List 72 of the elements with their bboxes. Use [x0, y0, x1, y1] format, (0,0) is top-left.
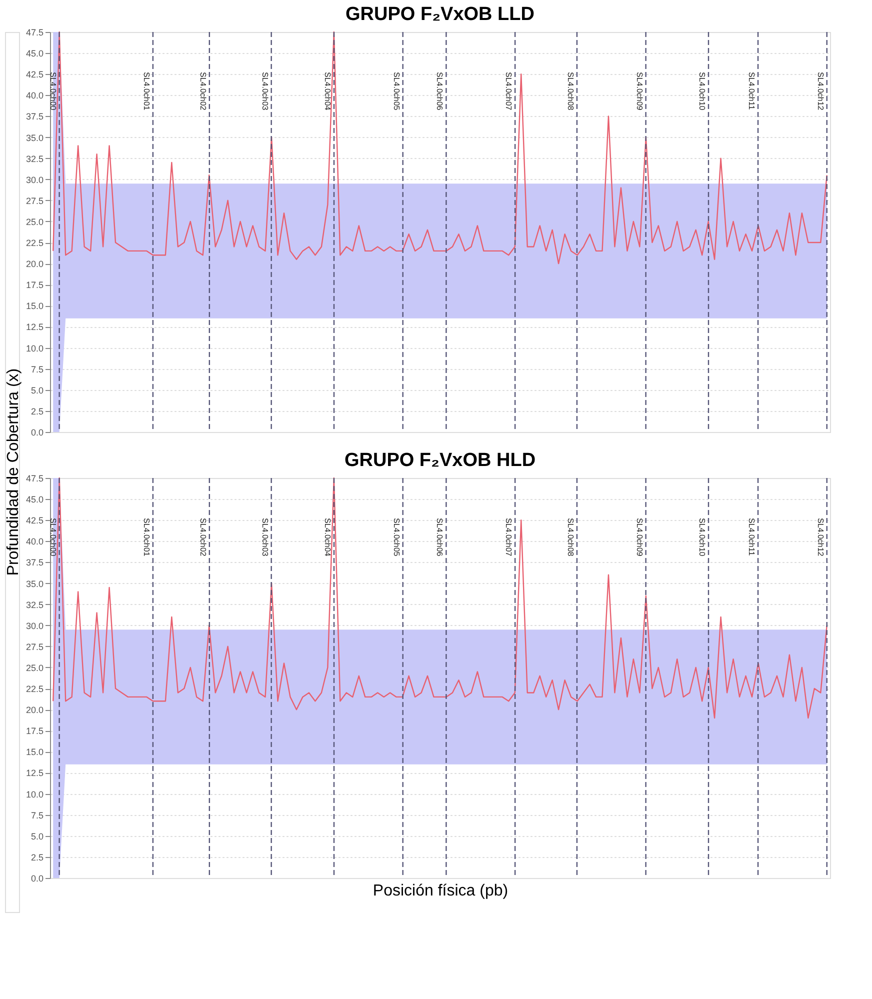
- y-tick-label: 10.0: [26, 343, 44, 354]
- y-tick-label: 2.5: [30, 406, 44, 416]
- y-tick-label: 45.0: [26, 494, 44, 505]
- annotation: SL4.0ch00: [48, 518, 58, 557]
- y-axis-title: Profundidad de Cobertura (x): [5, 368, 22, 576]
- y-tick-label: 20.0: [26, 259, 44, 270]
- annotation: SL4.0ch06: [435, 72, 444, 111]
- annotation: SL4.0ch04: [322, 518, 332, 557]
- annotation: SL4.0ch07: [504, 72, 514, 111]
- y-tick-label: 12.5: [26, 322, 44, 332]
- y-tick-label: 0.0: [30, 874, 44, 884]
- y-tick-label: 25.0: [26, 216, 44, 227]
- y-tick-label: 25.0: [26, 662, 44, 673]
- y-tick-label: 45.0: [26, 48, 44, 59]
- y-tick-label: 7.5: [30, 810, 44, 820]
- y-tick-label: 17.5: [26, 280, 44, 290]
- annotation: SL4.0ch09: [634, 518, 644, 557]
- annotation: SL4.0ch11: [747, 518, 756, 556]
- annotation: SL4.0ch02: [198, 518, 208, 557]
- annotation: SL4.0ch08: [566, 72, 575, 111]
- y-tick-label: 37.5: [26, 558, 44, 568]
- y-tick-label: 10.0: [26, 789, 44, 800]
- y-tick-label: 35.0: [26, 132, 44, 143]
- y-tick-label: 42.5: [26, 70, 44, 80]
- y-tick-label: 5.0: [30, 385, 44, 396]
- annotation: SL4.0ch10: [697, 72, 706, 111]
- y-tick-label: 22.5: [26, 238, 44, 248]
- y-tick-label: 27.5: [26, 196, 44, 206]
- y-tick-label: 27.5: [26, 642, 44, 652]
- chart-title: GRUPO F₂VxOB HLD: [344, 450, 536, 471]
- annotation: SL4.0ch12: [816, 72, 825, 111]
- annotation: SL4.0ch01: [142, 72, 151, 111]
- annotation: SL4.0ch06: [435, 518, 444, 557]
- y-tick-label: 32.5: [26, 154, 44, 164]
- y-tick-label: 15.0: [26, 747, 44, 758]
- y-tick-label: 22.5: [26, 684, 44, 694]
- y-tick-label: 37.5: [26, 112, 44, 122]
- annotation: SL4.0ch00: [48, 72, 58, 111]
- y-tick-label: 30.0: [26, 174, 44, 185]
- y-tick-label: 20.0: [26, 705, 44, 716]
- annotation: SL4.0ch05: [392, 72, 401, 111]
- annotation: SL4.0ch12: [816, 518, 825, 557]
- y-tick-label: 40.0: [26, 90, 44, 101]
- chart-title: GRUPO F₂VxOB LLD: [346, 4, 534, 25]
- annotation: SL4.0ch10: [697, 518, 706, 557]
- x-axis-title: Posición física (pb): [372, 882, 508, 900]
- y-tick-label: 47.5: [26, 28, 44, 38]
- annotation: SL4.0ch04: [322, 72, 332, 111]
- annotation: SL4.0ch01: [142, 518, 151, 557]
- annotation: SL4.0ch05: [392, 518, 401, 557]
- annotation: SL4.0ch02: [198, 72, 208, 111]
- y-tick-label: 32.5: [26, 600, 44, 610]
- y-tick-label: 47.5: [26, 474, 44, 484]
- y-tick-label: 15.0: [26, 301, 44, 312]
- y-tick-label: 5.0: [30, 831, 44, 842]
- y-tick-label: 42.5: [26, 516, 44, 526]
- annotation: SL4.0ch03: [260, 72, 270, 111]
- y-tick-label: 2.5: [30, 852, 44, 862]
- y-tick-label: 12.5: [26, 768, 44, 778]
- line-series: [52, 477, 828, 719]
- annotation: SL4.0ch07: [504, 518, 514, 557]
- y-tick-label: 0.0: [30, 428, 44, 438]
- y-tick-label: 35.0: [26, 578, 44, 589]
- y-tick-label: 30.0: [26, 620, 44, 631]
- annotation: SL4.0ch03: [260, 518, 270, 557]
- annotation: SL4.0ch08: [566, 518, 575, 557]
- annotation: SL4.0ch09: [634, 72, 644, 111]
- y-tick-label: 7.5: [30, 364, 44, 374]
- line-series: [52, 31, 828, 264]
- y-tick-label: 17.5: [26, 726, 44, 736]
- annotation: SL4.0ch11: [747, 72, 756, 110]
- y-tick-label: 40.0: [26, 536, 44, 547]
